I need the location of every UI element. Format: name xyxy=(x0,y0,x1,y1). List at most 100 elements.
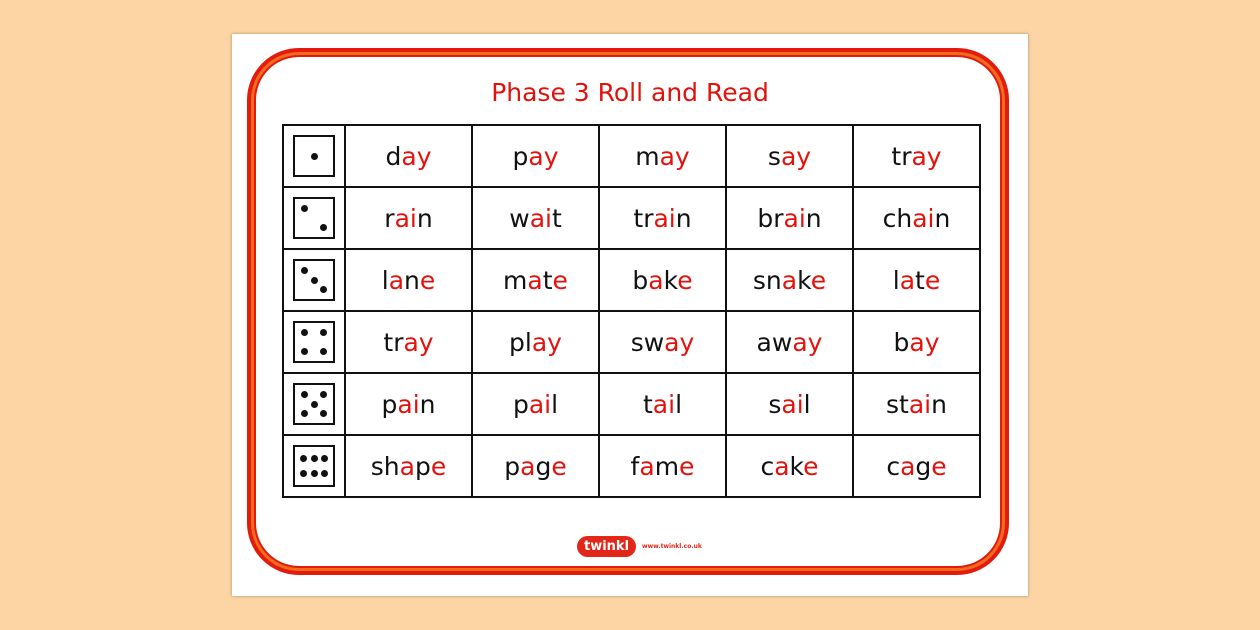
word-cell: cake xyxy=(725,434,854,498)
word-letters: r xyxy=(384,203,395,233)
grid-row: lane mate bake snake late xyxy=(282,248,981,312)
die-pip xyxy=(301,391,308,398)
word-letters: l xyxy=(892,265,900,295)
grid-row: tray play sway away bay xyxy=(282,310,981,374)
word-letters: k xyxy=(789,451,804,481)
word-letters: t xyxy=(915,265,925,295)
grapheme-highlight: ai xyxy=(529,203,552,233)
word-cell: late xyxy=(852,248,981,312)
grapheme-highlight: ay xyxy=(792,327,823,357)
die-face-6-icon xyxy=(293,445,335,487)
grapheme-highlight: a xyxy=(899,265,916,295)
die-cell xyxy=(282,124,346,188)
die-pip xyxy=(310,400,318,408)
grapheme-highlight: a xyxy=(639,451,655,481)
worksheet: Phase 3 Roll and Read day pay may say tray ra… xyxy=(232,34,1028,596)
grapheme-highlight: e xyxy=(931,451,947,481)
word-letters: sw xyxy=(630,327,665,357)
word-cell: pail xyxy=(471,372,600,436)
word-cell: pain xyxy=(344,372,473,436)
die-face-1-icon xyxy=(293,135,335,177)
die-pip xyxy=(320,329,327,336)
grid-row: shape page fame cake cage xyxy=(282,434,981,498)
word-letters: n xyxy=(416,203,433,233)
word-letters: n xyxy=(934,203,951,233)
word-cell: day xyxy=(344,124,473,188)
word-letters: f xyxy=(630,451,640,481)
die-cell xyxy=(282,186,346,250)
word-cell: brain xyxy=(725,186,854,250)
word-letters: b xyxy=(893,327,910,357)
word-letters: p xyxy=(381,389,398,419)
die-pip xyxy=(310,470,318,478)
grapheme-highlight: ai xyxy=(528,389,552,419)
grapheme-highlight: a xyxy=(399,451,415,481)
grapheme-highlight: e xyxy=(677,265,693,295)
word-cell: train xyxy=(598,186,727,250)
grapheme-highlight: ay xyxy=(401,141,432,171)
grapheme-highlight: ai xyxy=(912,203,935,233)
grapheme-highlight: a xyxy=(388,265,405,295)
word-letters: m xyxy=(635,141,660,171)
die-pip xyxy=(301,267,308,274)
grapheme-highlight: e xyxy=(679,451,695,481)
word-cell: mate xyxy=(471,248,600,312)
grapheme-highlight: ai xyxy=(397,389,420,419)
grapheme-highlight: e xyxy=(430,451,447,481)
word-letters: p xyxy=(414,451,431,481)
red-rounded-border xyxy=(247,48,1009,575)
word-letters: s xyxy=(767,141,781,171)
word-letters: n xyxy=(419,389,436,419)
grapheme-highlight: ay xyxy=(528,141,559,171)
die-face-2-icon xyxy=(293,197,335,239)
twinkl-logo: twinkl www.twinkl.co.uk xyxy=(577,536,702,557)
word-letters: sh xyxy=(370,451,400,481)
grapheme-highlight: a xyxy=(527,265,543,295)
word-cell: chain xyxy=(852,186,981,250)
grapheme-highlight: a xyxy=(900,451,916,481)
die-pip xyxy=(301,205,308,212)
word-letters: sn xyxy=(752,265,782,295)
die-face-3-icon xyxy=(293,259,335,301)
roll-and-read-grid: day pay may say tray rain wait train brain chain l… xyxy=(282,124,981,498)
grapheme-highlight: ai xyxy=(652,389,676,419)
word-letters: br xyxy=(757,203,784,233)
grapheme-highlight: ay xyxy=(659,141,690,171)
word-letters: l xyxy=(381,265,389,295)
word-letters: tr xyxy=(891,141,912,171)
word-letters: s xyxy=(768,389,782,419)
die-cell xyxy=(282,310,346,374)
grapheme-highlight: ay xyxy=(909,327,940,357)
website-url: www.twinkl.co.uk xyxy=(642,543,702,550)
die-pip xyxy=(299,454,307,462)
die-pip xyxy=(310,152,318,160)
word-cell: say xyxy=(725,124,854,188)
word-letters: p xyxy=(512,141,529,171)
word-letters: n xyxy=(404,265,420,295)
word-letters: n xyxy=(805,203,822,233)
word-cell: cage xyxy=(852,434,981,498)
word-cell: play xyxy=(471,310,600,374)
word-letters: n xyxy=(931,389,947,419)
grapheme-highlight: e xyxy=(810,265,827,295)
word-letters: pl xyxy=(509,327,532,357)
word-letters: st xyxy=(886,389,909,419)
die-pip xyxy=(320,410,327,417)
page-title: Phase 3 Roll and Read xyxy=(491,78,769,107)
grid-row: pain pail tail sail stain xyxy=(282,372,981,436)
word-letters: g xyxy=(535,451,552,481)
word-cell: stain xyxy=(852,372,981,436)
word-letters: l xyxy=(803,389,811,419)
die-pip xyxy=(320,286,327,293)
word-letters: aw xyxy=(756,327,793,357)
die-pip xyxy=(310,454,318,462)
word-letters: g xyxy=(915,451,932,481)
die-pip xyxy=(320,391,327,398)
grapheme-highlight: e xyxy=(803,451,819,481)
word-letters: ch xyxy=(882,203,913,233)
word-cell: snake xyxy=(725,248,854,312)
grapheme-highlight: ay xyxy=(911,141,942,171)
word-letters: p xyxy=(504,451,521,481)
grapheme-highlight: a xyxy=(774,451,790,481)
grid-row: rain wait train brain chain xyxy=(282,186,981,250)
